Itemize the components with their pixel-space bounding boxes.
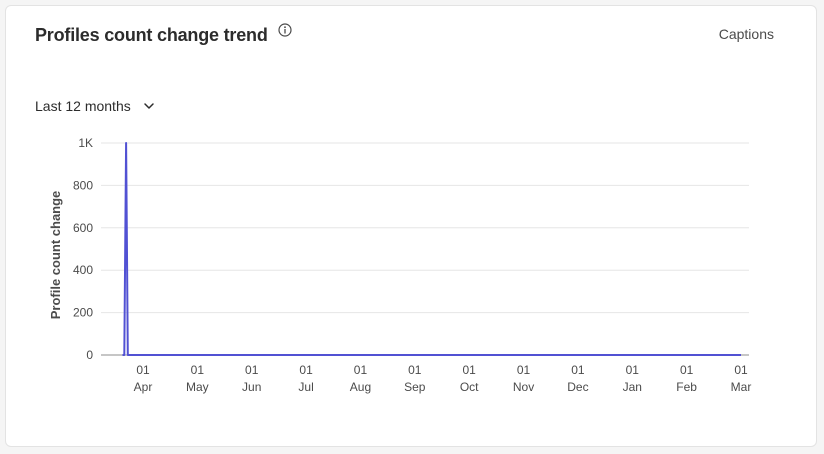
x-tick-month: Jul xyxy=(298,380,313,394)
x-tick-day: 01 xyxy=(354,363,368,377)
x-tick-day: 01 xyxy=(626,363,640,377)
x-tick-month: Aug xyxy=(350,380,371,394)
x-tick-month: May xyxy=(186,380,209,394)
x-tick-month: Sep xyxy=(404,380,426,394)
x-tick-day: 01 xyxy=(680,363,694,377)
y-axis-title: Profile count change xyxy=(48,191,63,320)
date-range-picker[interactable]: Last 12 months xyxy=(35,98,155,114)
x-tick-month: Mar xyxy=(731,380,752,394)
x-tick-day: 01 xyxy=(517,363,531,377)
x-tick-month: Dec xyxy=(567,380,588,394)
x-tick-day: 01 xyxy=(408,363,422,377)
x-tick-month: Apr xyxy=(134,380,153,394)
x-tick-day: 01 xyxy=(245,363,259,377)
chevron-down-icon xyxy=(143,103,154,109)
y-tick-label: 400 xyxy=(73,263,93,277)
date-range-label: Last 12 months xyxy=(35,98,131,114)
y-tick-label: 0 xyxy=(86,348,93,362)
series-line xyxy=(122,142,741,356)
x-tick-month: Jun xyxy=(242,380,261,394)
profiles-trend-card xyxy=(5,5,817,447)
x-tick-day: 01 xyxy=(299,363,313,377)
x-tick-day: 01 xyxy=(191,363,205,377)
x-tick-month: Feb xyxy=(676,380,697,394)
x-tick-day: 01 xyxy=(463,363,477,377)
y-tick-label: 1K xyxy=(78,136,93,150)
card-title: Profiles count change trend xyxy=(35,25,268,45)
x-tick-day: 01 xyxy=(734,363,748,377)
x-tick-day: 01 xyxy=(136,363,150,377)
x-tick-month: Nov xyxy=(513,380,534,394)
x-tick-month: Jan xyxy=(623,380,642,394)
info-icon[interactable] xyxy=(278,23,292,37)
x-tick-month: Oct xyxy=(460,380,479,394)
y-tick-label: 800 xyxy=(73,178,93,192)
captions-button[interactable]: Captions xyxy=(718,26,774,42)
y-tick-label: 200 xyxy=(73,306,93,320)
x-tick-day: 01 xyxy=(571,363,585,377)
y-tick-label: 600 xyxy=(73,221,93,235)
